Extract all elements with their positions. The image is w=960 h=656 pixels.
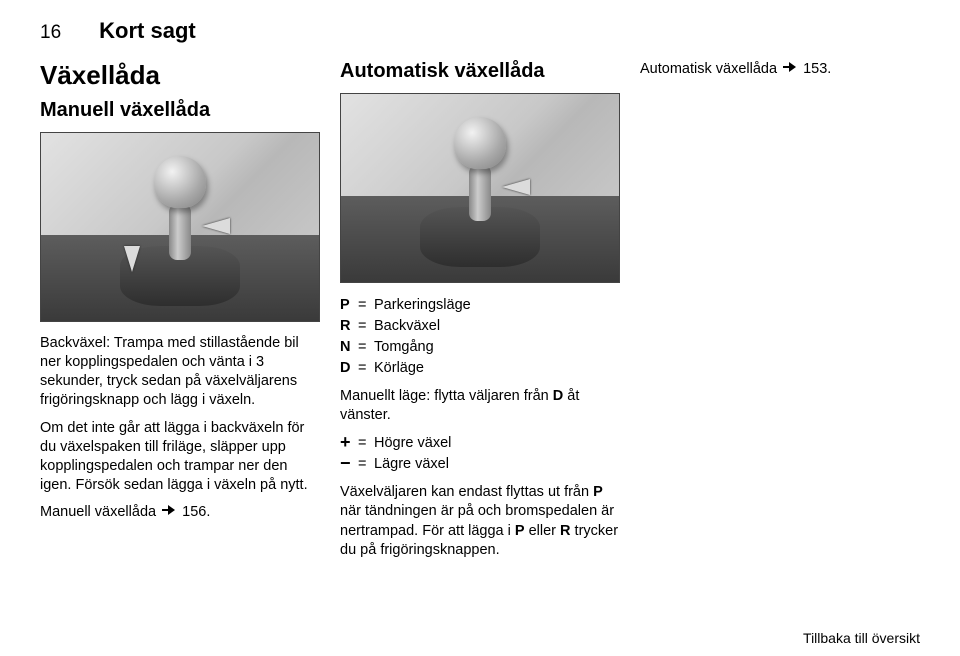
- legend-equals: =: [358, 295, 374, 316]
- legend-value: Högre växel: [374, 433, 620, 454]
- legend-value: Backväxel: [374, 316, 620, 337]
- legend-prnd: P = Parkeringsläge R = Backväxel N = Tom…: [340, 295, 620, 379]
- legend-value: Körläge: [374, 358, 620, 379]
- subtitle-automatic: Automatisk växellåda: [340, 60, 620, 83]
- footer-back-link[interactable]: Tillbaka till översikt: [803, 630, 920, 646]
- legend-row: D = Körläge: [340, 358, 620, 379]
- legend-row: P = Parkeringsläge: [340, 295, 620, 316]
- legend-value: Tomgång: [374, 337, 620, 358]
- subtitle-manual: Manuell växellåda: [40, 99, 320, 122]
- legend-equals: =: [358, 433, 374, 454]
- legend-key: −: [340, 454, 358, 475]
- paragraph-retry: Om det inte går att lägga i backväxeln f…: [40, 419, 320, 496]
- page-number: 16: [40, 22, 61, 44]
- crossref-arrow-icon: [162, 505, 176, 516]
- legend-row: + = Högre växel: [340, 433, 620, 454]
- illustration-automatic-gearshift: [340, 93, 620, 283]
- legend-value: Lägre växel: [374, 454, 620, 475]
- paragraph-manual-mode: Manuellt läge: flytta väljaren från D åt…: [340, 387, 620, 425]
- legend-equals: =: [358, 337, 374, 358]
- crossref-page: 156.: [182, 504, 210, 520]
- legend-value: Parkeringsläge: [374, 295, 620, 316]
- crossref-manual: Manuell växellåda 156.: [40, 503, 320, 522]
- crossref-label: Manuell växellåda: [40, 504, 156, 520]
- column-left: Växellåda Manuell växellåda Backväxel: T…: [40, 60, 320, 568]
- paragraph-shift-lock: Växelväljaren kan endast flyttas ut från…: [340, 483, 620, 560]
- legend-equals: =: [358, 358, 374, 379]
- legend-row: R = Backväxel: [340, 316, 620, 337]
- column-right: Automatisk växellåda 153.: [640, 60, 920, 568]
- column-middle: Automatisk växellåda P = Parkeringsläge …: [340, 60, 620, 568]
- crossref-page: 153.: [803, 61, 831, 77]
- legend-key: +: [340, 433, 358, 454]
- crossref-arrow-icon: [783, 62, 797, 73]
- illustration-manual-gearshift: [40, 132, 320, 322]
- legend-key: N: [340, 337, 358, 358]
- legend-plusminus: + = Högre växel − = Lägre växel: [340, 433, 620, 475]
- legend-row: N = Tomgång: [340, 337, 620, 358]
- section-title-gearbox: Växellåda: [40, 60, 320, 91]
- legend-key: R: [340, 316, 358, 337]
- crossref-automatic: Automatisk växellåda 153.: [640, 60, 920, 79]
- legend-key: P: [340, 295, 358, 316]
- legend-equals: =: [358, 316, 374, 337]
- legend-equals: =: [358, 454, 374, 475]
- crossref-label: Automatisk växellåda: [640, 61, 777, 77]
- legend-row: − = Lägre växel: [340, 454, 620, 475]
- legend-key: D: [340, 358, 358, 379]
- page-header: 16 Kort sagt: [40, 18, 920, 44]
- paragraph-reverse: Backväxel: Trampa med stillastående bil …: [40, 334, 320, 411]
- chapter-title: Kort sagt: [99, 18, 196, 44]
